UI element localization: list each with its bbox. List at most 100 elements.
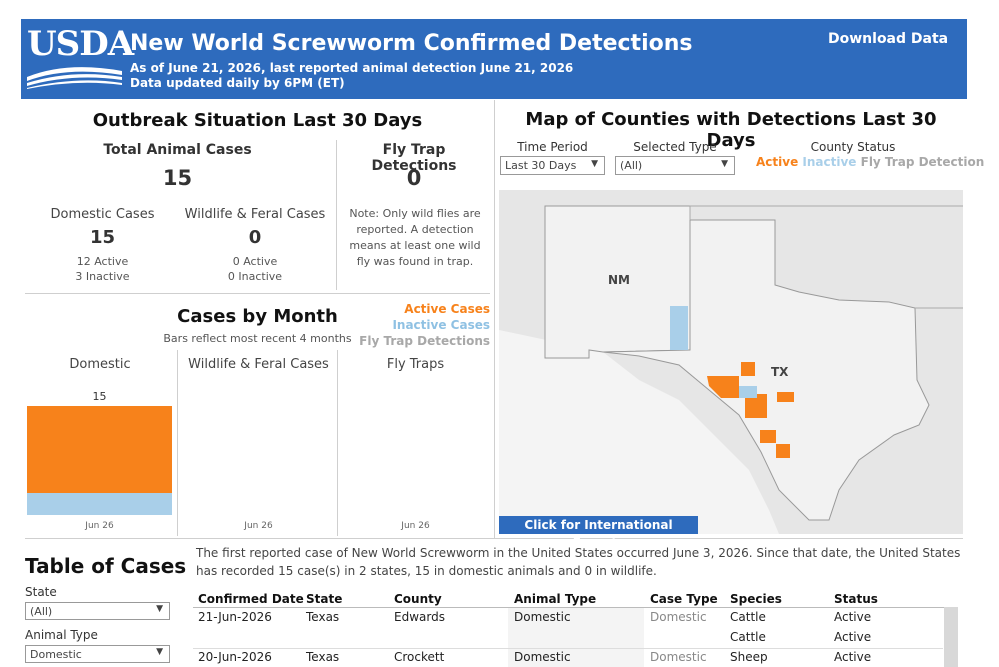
wildlife-inactive: 0 Inactive (227, 270, 283, 283)
outbreak-chart-divider (25, 293, 490, 294)
cell-status: Active (834, 610, 872, 624)
selected-type-value: (All) (620, 159, 643, 172)
panel-label-domestic: Domestic (69, 357, 131, 372)
chevron-down-icon: ▼ (156, 647, 163, 657)
flytrap-label: Fly Trap Detections (371, 142, 457, 174)
bar-domestic-inactive (27, 493, 172, 515)
animal-filter-dropdown[interactable]: Domestic ▼ (25, 645, 170, 663)
map-svg (499, 205, 963, 534)
table-scrollbar[interactable] (944, 607, 958, 667)
table-header-divider (193, 607, 958, 608)
cell-county: Crockett (394, 650, 445, 664)
selected-type-dropdown[interactable]: (All) ▼ (615, 156, 735, 175)
county-status-label: County Status (810, 140, 896, 154)
total-cases-value: 15 (162, 166, 193, 190)
wildlife-cases-label: Wildlife & Feral Cases (184, 207, 326, 222)
state-filter-label: State (25, 585, 57, 599)
panel-label-flytraps: Fly Traps (386, 357, 445, 372)
panel-label-wildlife: Wildlife & Feral Cases (188, 357, 329, 372)
county-status-legend: Active Inactive Fly Trap Detection (756, 155, 984, 169)
selected-type-label: Selected Type (633, 140, 717, 154)
cell-status: Active (834, 650, 872, 664)
county-tx-active-6[interactable] (760, 430, 776, 443)
animal-type-shade-1 (508, 608, 644, 648)
legend-active: Active Cases (404, 302, 490, 316)
chart-panel-divider-1 (177, 350, 178, 536)
col-header-date[interactable]: Confirmed Date (198, 592, 304, 606)
cell-state: Texas (306, 650, 340, 664)
county-tx-active-7[interactable] (776, 444, 790, 458)
status-active[interactable]: Active (756, 155, 799, 169)
county-tx-active-2[interactable] (707, 376, 739, 398)
chart-legend: Active Cases Inactive Cases Fly Trap Det… (340, 302, 490, 350)
map-label-tx: TX (771, 365, 789, 379)
domestic-cases-label: Domestic Cases (50, 207, 155, 222)
cases-by-month-title: Cases by Month (177, 306, 338, 327)
chevron-down-icon: ▼ (591, 159, 598, 169)
chevron-down-icon: ▼ (156, 604, 163, 614)
header-banner: USDA New World Screwworm Confirmed Detec… (21, 19, 967, 99)
legend-flytrap: Fly Trap Detections (359, 334, 490, 348)
col-header-case-type[interactable]: Case Type (650, 592, 718, 606)
logo-text: USDA (27, 24, 134, 64)
cell-date: 21-Jun-2026 (198, 610, 272, 624)
time-period-value: Last 30 Days (505, 159, 577, 172)
col-header-state[interactable]: State (306, 592, 343, 606)
axis-label-domestic: Jun 26 (85, 521, 114, 531)
cell-case-type: Domestic (650, 610, 707, 624)
table-section-divider (25, 538, 963, 539)
legend-inactive: Inactive Cases (392, 318, 490, 332)
bar-domestic-active (27, 406, 172, 494)
time-period-label: Time Period (517, 140, 588, 154)
row-divider (193, 648, 943, 649)
chart-panel-divider-2 (337, 350, 338, 536)
page-title: New World Screwworm Confirmed Detections (130, 31, 693, 56)
cell-species: Cattle (730, 630, 766, 644)
axis-label-wildlife: Jun 26 (244, 521, 273, 531)
cell-species: Cattle (730, 610, 766, 624)
status-flytrap[interactable]: Fly Trap Detection (860, 155, 985, 169)
cell-date: 20-Jun-2026 (198, 650, 272, 664)
flytrap-value: 0 (406, 166, 422, 190)
status-inactive[interactable]: Inactive (802, 155, 857, 169)
outbreak-title: Outbreak Situation Last 30 Days (92, 110, 423, 131)
bar-total-label: 15 (92, 390, 107, 403)
county-tx-active-1[interactable] (741, 362, 755, 376)
cell-animal-type: Domestic (514, 610, 571, 624)
time-period-dropdown[interactable]: Last 30 Days ▼ (500, 156, 605, 175)
chevron-down-icon: ▼ (721, 159, 728, 169)
axis-label-flytraps: Jun 26 (401, 521, 430, 531)
county-tx-inactive[interactable] (739, 386, 757, 398)
col-header-status[interactable]: Status (834, 592, 878, 606)
animal-filter-label: Animal Type (25, 628, 98, 642)
col-header-animal-type[interactable]: Animal Type (514, 592, 597, 606)
outbreak-divider (336, 140, 337, 290)
cell-species: Sheep (730, 650, 768, 664)
header-subtitle-date: As of June 21, 2026, last reported anima… (130, 61, 574, 75)
total-cases-label: Total Animal Cases (103, 142, 252, 158)
header-subtitle-update: Data updated daily by 6PM (ET) (130, 76, 345, 90)
download-data-button[interactable]: Download Data (828, 31, 949, 47)
usda-logo: USDA (27, 24, 134, 89)
col-header-species[interactable]: Species (730, 592, 782, 606)
county-tx-active-5[interactable] (777, 392, 794, 402)
wildlife-cases-value: 0 (248, 227, 262, 248)
col-header-county[interactable]: County (394, 592, 442, 606)
cell-state: Texas (306, 610, 340, 624)
county-nm-inactive[interactable] (670, 306, 688, 350)
map-title: Map of Counties with Detections Last 30 … (525, 109, 937, 151)
main-vertical-divider (494, 100, 495, 538)
state-tx-shape (602, 219, 930, 521)
county-tx-active-4[interactable] (757, 394, 767, 404)
domestic-active: 12 Active (76, 255, 129, 268)
cell-animal-type: Domestic (514, 650, 571, 664)
animal-type-shade-2 (508, 649, 644, 667)
state-filter-dropdown[interactable]: (All) ▼ (25, 602, 170, 620)
county-map[interactable]: NM TX (499, 190, 963, 534)
international-exports-button[interactable]: Click for International Exports (499, 516, 698, 550)
domestic-cases-value: 15 (89, 227, 116, 248)
animal-filter-value: Domestic (30, 648, 82, 661)
mexico-region (499, 330, 779, 534)
cell-county: Edwards (394, 610, 445, 624)
flytrap-note: Note: Only wild flies are reported. A de… (349, 207, 481, 268)
